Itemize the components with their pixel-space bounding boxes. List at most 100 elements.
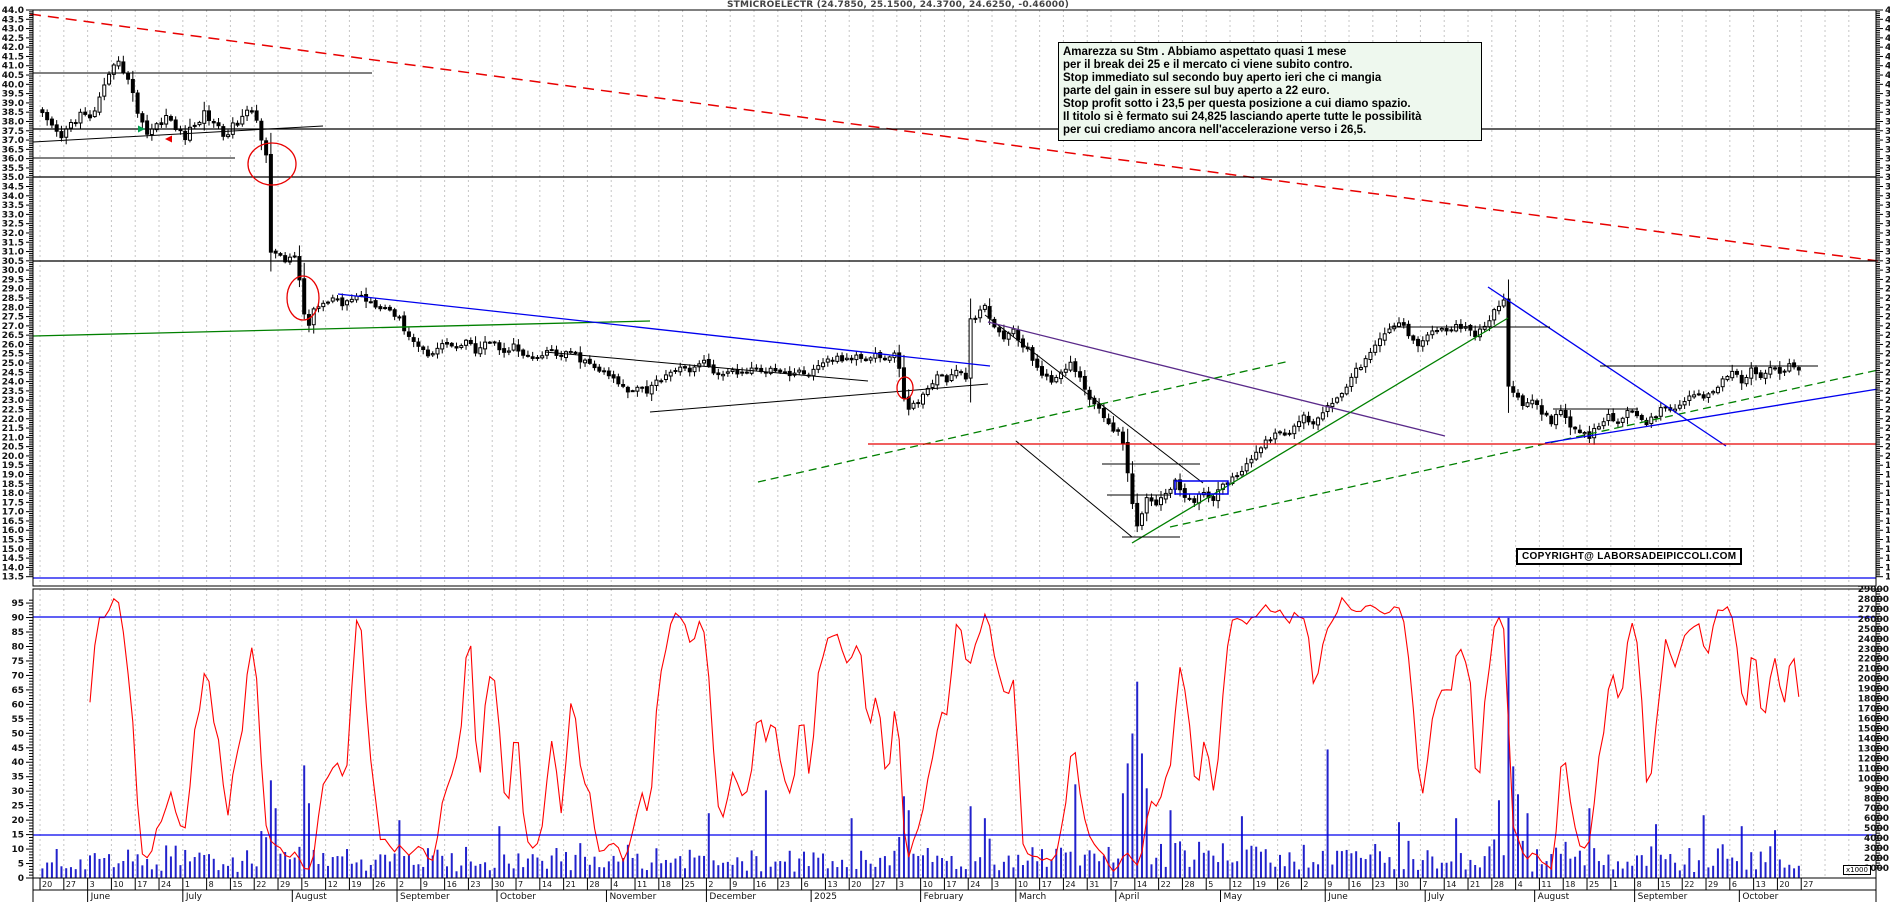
svg-text:13.5: 13.5	[1885, 573, 1890, 583]
svg-text:25.0: 25.0	[2, 359, 24, 369]
week-tick-label: 21	[1470, 880, 1480, 889]
week-tick-label: 10	[923, 880, 933, 889]
week-tick-label: 14	[542, 880, 552, 889]
week-tick-label: 6	[804, 880, 809, 889]
week-tick-label: 20	[851, 880, 861, 889]
svg-text:20.5: 20.5	[2, 443, 24, 453]
month-tick-label: May	[1224, 892, 1243, 902]
analysis-note-line: per cui crediamo ancora nell'accelerazio…	[1063, 124, 1367, 136]
svg-text:8000: 8000	[1864, 794, 1889, 804]
svg-text:15: 15	[11, 831, 24, 841]
week-tick-label: 25	[1589, 880, 1599, 889]
svg-text:25.5: 25.5	[2, 350, 24, 360]
week-tick-label: 1	[1613, 880, 1618, 889]
svg-text:32.0: 32.0	[2, 229, 24, 239]
analysis-note: Amarezza su Stm . Abbiamo aspettato quas…	[1058, 42, 1482, 141]
week-tick-label: 3	[90, 880, 95, 889]
blue-uptrend-2025	[1544, 388, 1879, 444]
svg-text:40.0: 40.0	[1885, 80, 1890, 90]
svg-text:42.5: 42.5	[2, 34, 24, 44]
week-tick-label: 31	[1089, 880, 1099, 889]
svg-text:36.0: 36.0	[1885, 155, 1890, 165]
week-tick-label: 19	[351, 880, 361, 889]
svg-text:13000: 13000	[1858, 744, 1889, 754]
week-tick-label: 30	[1399, 880, 1409, 889]
svg-text:10000: 10000	[1858, 774, 1889, 784]
week-tick-label: 23	[780, 880, 790, 889]
svg-text:33.0: 33.0	[1885, 210, 1890, 220]
month-tick-label: August	[295, 892, 327, 902]
week-tick-label: 2	[708, 880, 713, 889]
svg-text:18.0: 18.0	[1885, 489, 1890, 499]
svg-text:14.5: 14.5	[2, 554, 24, 564]
svg-text:20.5: 20.5	[1885, 443, 1890, 453]
svg-text:28000: 28000	[1858, 595, 1889, 605]
svg-text:40: 40	[11, 758, 24, 768]
week-tick-label: 22	[256, 880, 266, 889]
svg-text:28.5: 28.5	[1885, 294, 1890, 304]
svg-text:25.0: 25.0	[1885, 359, 1890, 369]
svg-text:14.0: 14.0	[1885, 563, 1890, 573]
svg-text:29000: 29000	[1858, 585, 1889, 595]
week-tick-label: 3	[899, 880, 904, 889]
red-resistance-dashed	[29, 13, 1879, 262]
week-tick-label: 1	[185, 880, 190, 889]
week-tick-label: 22	[1684, 880, 1694, 889]
svg-text:31.5: 31.5	[2, 238, 24, 248]
week-tick-label: 3	[994, 880, 999, 889]
month-tick-label: August	[1538, 892, 1570, 902]
month-tick-label: September	[1638, 892, 1688, 902]
svg-text:14.5: 14.5	[1885, 554, 1890, 564]
svg-text:43.0: 43.0	[1885, 25, 1890, 35]
svg-text:6000: 6000	[1864, 814, 1889, 824]
week-tick-label: 17	[137, 880, 147, 889]
week-tick-label: 4	[613, 880, 618, 889]
svg-text:26.0: 26.0	[2, 340, 24, 350]
analysis-note-line: Stop immediato sul secondo buy aperto ie…	[1063, 72, 1382, 84]
svg-text:17000: 17000	[1858, 705, 1889, 715]
svg-text:31.0: 31.0	[1885, 248, 1890, 258]
svg-text:43.5: 43.5	[1885, 15, 1890, 25]
svg-text:17.5: 17.5	[2, 498, 24, 508]
month-tick-label: October	[500, 892, 536, 902]
week-tick-label: 25	[685, 880, 695, 889]
week-tick-label: 15	[1660, 880, 1670, 889]
svg-text:16.5: 16.5	[1885, 517, 1890, 527]
svg-text:27.0: 27.0	[2, 322, 24, 332]
svg-text:24.5: 24.5	[1885, 368, 1890, 378]
week-tick-label: 24	[970, 880, 980, 889]
svg-text:40.5: 40.5	[2, 71, 24, 81]
svg-text:11000: 11000	[1858, 764, 1889, 774]
svg-text:26.5: 26.5	[2, 331, 24, 341]
svg-text:50: 50	[11, 729, 24, 739]
trendlines-and-levels	[29, 13, 1879, 836]
week-tick-label: 4	[1518, 880, 1523, 889]
svg-text:15.5: 15.5	[1885, 536, 1890, 546]
svg-text:19.5: 19.5	[2, 461, 24, 471]
svg-text:26.0: 26.0	[1885, 340, 1890, 350]
week-tick-label: 24	[1065, 880, 1075, 889]
svg-text:38.5: 38.5	[1885, 108, 1890, 118]
svg-text:23000: 23000	[1858, 645, 1889, 655]
feb-decline-line	[984, 314, 1204, 484]
analysis-note-line: parte del gain in essere sul buy aperto …	[1063, 85, 1330, 97]
week-tick-label: 5	[1208, 880, 1213, 889]
svg-text:39.5: 39.5	[1885, 90, 1890, 100]
week-tick-label: 8	[209, 880, 214, 889]
week-tick-label: 12	[1232, 880, 1242, 889]
svg-text:37.5: 37.5	[1885, 127, 1890, 137]
svg-text:32.5: 32.5	[2, 220, 24, 230]
svg-text:21.5: 21.5	[1885, 424, 1890, 434]
week-tick-label: 13	[827, 880, 837, 889]
svg-text:35.5: 35.5	[2, 164, 24, 174]
svg-text:22000: 22000	[1858, 655, 1889, 665]
volume-bars	[41, 617, 1800, 878]
svg-text:43.0: 43.0	[2, 25, 24, 35]
svg-text:34.0: 34.0	[1885, 192, 1890, 202]
month-tick-label: February	[924, 892, 965, 902]
april-decline-line	[1015, 440, 1133, 538]
week-tick-label: 7	[1422, 880, 1427, 889]
svg-text:65: 65	[11, 686, 24, 696]
svg-text:34.5: 34.5	[2, 183, 24, 193]
